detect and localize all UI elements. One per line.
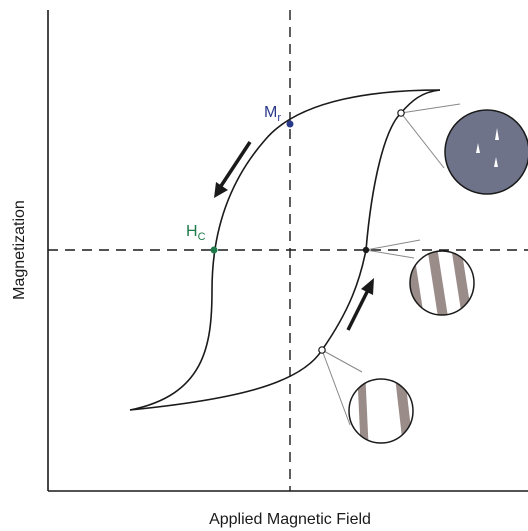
- striped-domain-circle-middle: [409, 250, 475, 316]
- remanence-label: Mr: [264, 104, 281, 124]
- remanence-point: [286, 120, 294, 128]
- sample-point-middle: [362, 246, 370, 254]
- remanence-label-main: M: [264, 104, 277, 121]
- striped-domain-circle-lower: [348, 378, 414, 444]
- leader-lines: [321, 103, 461, 426]
- ascending-arrow: [346, 278, 374, 331]
- descending-arrow: [214, 141, 252, 198]
- saturated-domain-circle: [444, 109, 528, 195]
- remanence-label-sub: r: [277, 112, 281, 124]
- coercivity-label-sub: C: [198, 231, 206, 243]
- sample-point-lower: [318, 346, 326, 354]
- y-axis-title: Magnetization: [11, 200, 28, 300]
- coercivity-label-main: H: [186, 223, 198, 240]
- coercivity-point: [210, 246, 218, 254]
- coercivity-label: HC: [186, 223, 206, 243]
- descending-branch-curve: [129, 89, 441, 411]
- sample-point-upper: [397, 109, 405, 117]
- x-axis-title: Applied Magnetic Field: [209, 511, 371, 528]
